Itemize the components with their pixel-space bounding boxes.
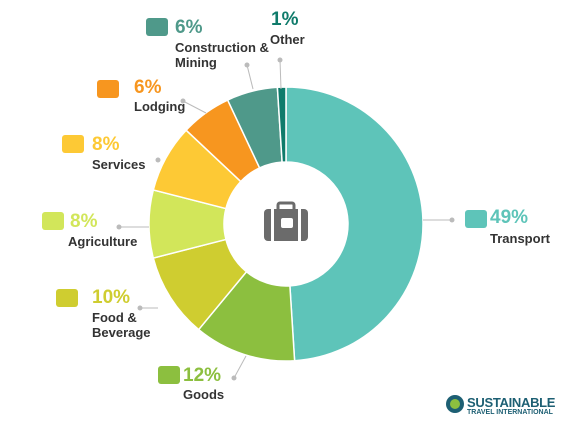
value-label: 8% [70,211,98,232]
value-label: 6% [175,17,203,38]
leader-dot [137,305,143,311]
category-label: Food & Beverage [92,310,151,340]
value-label: 8% [92,134,120,155]
leader-dot [277,57,283,63]
leader-dot [155,157,161,163]
leader-line [279,59,282,90]
leader-line [246,64,254,90]
leader-dot [116,224,122,230]
leader-dot [231,375,237,381]
leader-line [233,355,247,379]
category-icon [158,366,180,384]
value-label: 6% [134,77,162,98]
suitcase-band [271,209,274,241]
category-icon [146,18,168,36]
value-label: 49% [490,207,529,228]
suitcase-band [298,209,301,241]
suitcase-handle [276,201,296,213]
logo-text: SUSTAINABLE [467,395,556,410]
leader-line [182,100,207,114]
value-label: 10% [92,287,131,308]
category-icon [97,80,119,98]
donut-slice [276,86,287,163]
category-label: Construction & Mining [175,40,269,70]
category-label: Transport [490,231,550,246]
category-icon [42,212,64,230]
logo-mark [450,399,460,409]
category-label: Agriculture [68,234,138,249]
category-icon [465,210,487,228]
category-label: Goods [183,387,225,402]
suitcase-tag [281,218,293,228]
donut-slice [285,86,424,362]
leader-dot [244,62,250,68]
value-label: 12% [183,365,222,386]
category-icon [62,135,84,153]
category-label: Lodging [134,99,186,114]
value-label: 1% [271,9,299,30]
logo-text: TRAVEL INTERNATIONAL [467,409,553,416]
leader-dot [449,217,455,223]
category-label: Services [92,157,146,172]
leader-dot [180,98,186,104]
category-label: Other [270,32,305,47]
category-icon [56,289,78,307]
